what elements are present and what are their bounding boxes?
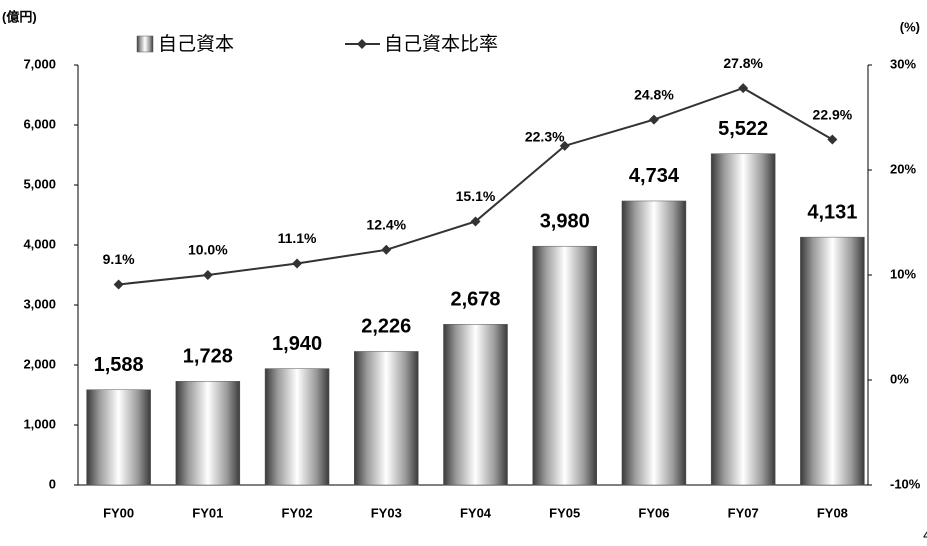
bar: [354, 351, 419, 486]
x-tick-label: FY05: [549, 505, 580, 520]
line-value-label: 24.8%: [634, 86, 674, 102]
bar: [710, 153, 776, 486]
y2-tick-label: 20%: [890, 161, 916, 176]
y-tick-label: 7,000: [23, 56, 56, 71]
legend-line-marker: [357, 39, 367, 49]
line-marker: [470, 216, 481, 227]
legend-label: 自己資本比率: [384, 33, 498, 55]
line-marker: [202, 270, 213, 280]
line-value-label: 27.8%: [723, 55, 763, 71]
y-tick-label: 4,000: [23, 236, 56, 251]
x-tick-label: FY07: [728, 505, 759, 520]
x-tick-label: FY00: [103, 505, 134, 520]
legend-label: 自己資本: [158, 33, 234, 55]
x-tick-label: FY01: [192, 505, 223, 520]
bar-value-label: 2,678: [450, 289, 500, 311]
legend-bar-swatch: [136, 35, 154, 53]
bar-value-label: 4,734: [629, 165, 680, 187]
line-value-label: 11.1%: [278, 230, 317, 246]
y-tick-label: 5,000: [23, 176, 56, 191]
bar: [443, 324, 508, 486]
y-tick-label: 1,000: [23, 416, 56, 431]
y-tick-label: 2,000: [23, 356, 56, 371]
line-marker: [381, 244, 392, 255]
y-tick-label: 0: [49, 476, 56, 491]
line-marker: [559, 140, 570, 151]
x-tick-label: FY02: [282, 505, 313, 520]
y2-tick-label: -10%: [890, 476, 921, 491]
bar: [175, 381, 241, 486]
bar: [800, 236, 865, 486]
bar-value-label: 1,728: [183, 346, 233, 368]
y-axis-title: (億円): [2, 9, 37, 24]
line-marker: [827, 134, 838, 145]
y2-tick-label: 30%: [890, 56, 916, 71]
line-value-label: 22.3%: [525, 129, 565, 145]
x-tick-label: FY06: [638, 505, 669, 520]
line-value-label: 9.1%: [103, 251, 135, 267]
y-tick-label: 3,000: [23, 296, 56, 311]
y2-tick-label: 10%: [890, 266, 916, 281]
x-tick-label: FY04: [460, 505, 492, 520]
line-value-label: 15.1%: [456, 188, 496, 204]
line-value-label: 10.0%: [188, 242, 228, 258]
bar: [86, 389, 151, 486]
bar-value-label: 3,980: [540, 210, 590, 232]
line-marker: [113, 279, 124, 290]
bar: [264, 368, 330, 486]
line-marker: [648, 114, 659, 125]
x-tick-label: FY03: [371, 505, 402, 520]
line-value-label: 22.9%: [813, 106, 853, 122]
bar-value-label: 1,940: [272, 333, 322, 355]
y2-axis-title: (%): [900, 19, 920, 34]
bar-value-label: 1,588: [94, 354, 144, 376]
bar: [532, 245, 597, 486]
x-tick-label: FY08: [817, 505, 848, 520]
bar-value-label: 2,226: [361, 316, 411, 338]
y-tick-label: 6,000: [23, 116, 56, 131]
line-marker: [292, 258, 303, 269]
line-marker: [738, 83, 749, 94]
y2-tick-label: 0%: [890, 371, 909, 386]
bar: [621, 200, 687, 486]
line-value-label: 12.4%: [366, 217, 406, 233]
bar-value-label: 4,131: [807, 201, 857, 223]
bar-value-label: 5,522: [718, 118, 768, 140]
page-number: 4: [923, 527, 927, 543]
